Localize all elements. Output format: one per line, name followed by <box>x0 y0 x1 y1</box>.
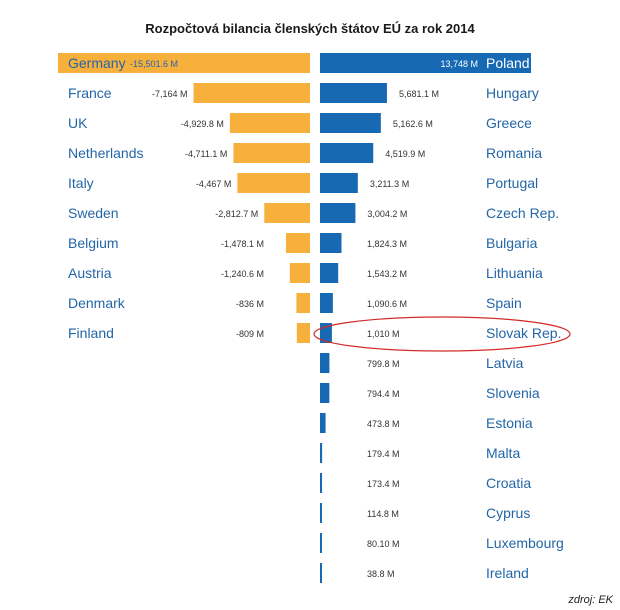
value-romania: 4,519.9 M <box>385 149 425 159</box>
value-uk: -4,929.8 M <box>181 119 224 129</box>
value-finland: -809 M <box>236 329 264 339</box>
label-croatia: Croatia <box>486 475 531 491</box>
value-slovak-rep: 1,010 M <box>367 329 400 339</box>
value-malta: 179.4 M <box>367 449 400 459</box>
value-cyprus: 114.8 M <box>367 509 399 519</box>
label-slovenia: Slovenia <box>486 385 540 401</box>
bar-latvia <box>320 353 330 373</box>
bar-hungary <box>320 83 387 103</box>
value-spain: 1,090.6 M <box>367 299 407 309</box>
value-germany: -15,501.6 M <box>130 59 178 69</box>
bar-france <box>193 83 310 103</box>
bar-croatia <box>320 473 323 493</box>
label-bulgaria: Bulgaria <box>486 235 538 251</box>
value-portugal: 3,211.3 M <box>370 179 409 189</box>
bar-poland <box>320 53 531 73</box>
label-estonia: Estonia <box>486 415 533 431</box>
value-slovenia: 794.4 M <box>367 389 400 399</box>
bar-luxembourg <box>320 533 322 553</box>
label-lithuania: Lithuania <box>486 265 543 281</box>
bar-denmark <box>296 293 310 313</box>
value-lithuania: 1,543.2 M <box>367 269 407 279</box>
value-luxembourg: 80.10 M <box>367 539 400 549</box>
label-finland: Finland <box>68 325 114 341</box>
value-czech-rep: 3,004.2 M <box>367 209 407 219</box>
bar-netherlands <box>233 143 310 163</box>
label-uk: UK <box>68 115 88 131</box>
bar-slovenia <box>320 383 330 403</box>
value-denmark: -836 M <box>236 299 264 309</box>
value-austria: -1,240.6 M <box>221 269 264 279</box>
chart-title: Rozpočtová bilancia členských štátov EÚ … <box>145 21 475 36</box>
bar-spain <box>320 293 333 313</box>
bar-belgium <box>285 233 310 253</box>
bar-malta <box>320 443 323 463</box>
bars-layer: Germany -15,501.6 M France -7,164 M UK -4,929… <box>58 53 571 583</box>
value-hungary: 5,681.1 M <box>399 89 439 99</box>
value-estonia: 473.8 M <box>367 419 400 429</box>
label-portugal: Portugal <box>486 175 538 191</box>
label-luxembourg: Luxembourg <box>486 535 564 551</box>
bar-italy <box>237 173 310 193</box>
bar-bulgaria <box>320 233 342 253</box>
bar-estonia <box>320 413 326 433</box>
label-slovak-rep: Slovak Rep. <box>486 325 561 341</box>
label-spain: Spain <box>486 295 522 311</box>
label-latvia: Latvia <box>486 355 524 371</box>
bar-uk <box>229 113 310 133</box>
label-belgium: Belgium <box>68 235 119 251</box>
bar-slovak-rep <box>320 323 332 343</box>
bar-finland <box>296 323 310 343</box>
value-bulgaria: 1,824.3 M <box>367 239 407 249</box>
label-czech-rep: Czech Rep. <box>486 205 559 221</box>
bar-cyprus <box>320 503 322 523</box>
label-italy: Italy <box>68 175 94 191</box>
label-cyprus: Cyprus <box>486 505 530 521</box>
bar-austria <box>289 263 310 283</box>
value-italy: -4,467 M <box>196 179 232 189</box>
bar-germany <box>58 53 310 73</box>
bar-portugal <box>320 173 358 193</box>
bar-lithuania <box>320 263 339 283</box>
bar-sweden <box>264 203 310 223</box>
value-greece: 5,162.6 M <box>393 119 433 129</box>
bar-romania <box>320 143 374 163</box>
value-france: -7,164 M <box>152 89 188 99</box>
label-denmark: Denmark <box>68 295 126 311</box>
label-france: France <box>68 85 112 101</box>
label-sweden: Sweden <box>68 205 119 221</box>
source-note: zdroj: EK <box>567 594 613 606</box>
label-ireland: Ireland <box>486 565 529 581</box>
bar-ireland <box>320 563 322 583</box>
value-netherlands: -4,711.1 M <box>185 149 227 159</box>
value-croatia: 173.4 M <box>367 479 400 489</box>
label-netherlands: Netherlands <box>68 145 144 161</box>
value-belgium: -1,478.1 M <box>221 239 264 249</box>
bar-greece <box>320 113 381 133</box>
value-poland: 13,748 M <box>440 59 478 69</box>
label-austria: Austria <box>68 265 112 281</box>
bar-czech-rep <box>320 203 356 223</box>
label-poland: Poland <box>486 55 530 71</box>
label-greece: Greece <box>486 115 532 131</box>
label-hungary: Hungary <box>486 85 539 101</box>
highlight-ring <box>313 316 571 352</box>
label-malta: Malta <box>486 445 520 461</box>
label-romania: Romania <box>486 145 542 161</box>
value-ireland: 38.8 M <box>367 569 395 579</box>
value-sweden: -2,812.7 M <box>215 209 258 219</box>
label-germany: Germany <box>68 55 126 71</box>
value-latvia: 799.8 M <box>367 359 400 369</box>
